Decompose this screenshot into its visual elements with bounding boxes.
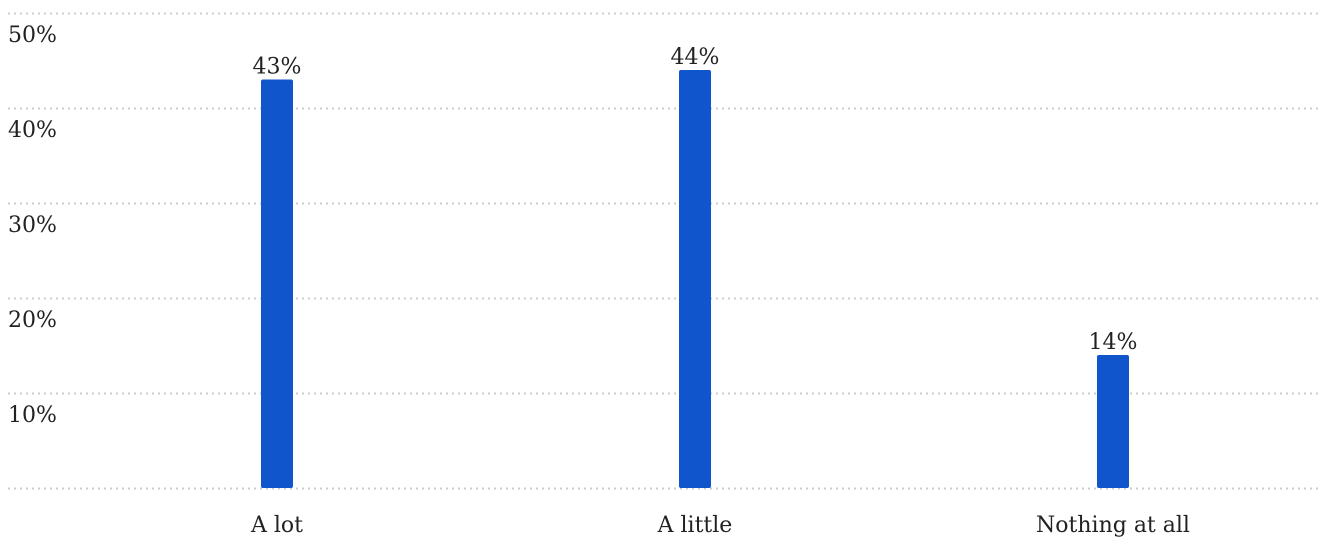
bars [261,70,1129,488]
y-axis-tick-labels: 10% 20% 30% 40% 50% [8,23,57,428]
data-label: 14% [1089,330,1138,355]
data-label: 43% [253,55,302,80]
data-labels: 43% 44% 14% [253,45,1138,355]
x-tick-label: A little [657,513,733,537]
data-label: 44% [671,45,720,70]
x-tick-label: A lot [250,513,303,537]
y-tick-label: 20% [8,308,57,333]
bar-a-little [679,70,711,488]
y-tick-label: 10% [8,403,57,428]
y-tick-label: 50% [8,23,57,48]
y-tick-label: 40% [8,118,57,143]
y-tick-label: 30% [8,213,57,238]
bar-a-lot [261,79,293,488]
x-axis-tick-labels: A lot A little Nothing at all [250,513,1190,538]
x-tick-label: Nothing at all [1036,513,1190,537]
bar-nothing-at-all [1097,355,1129,488]
